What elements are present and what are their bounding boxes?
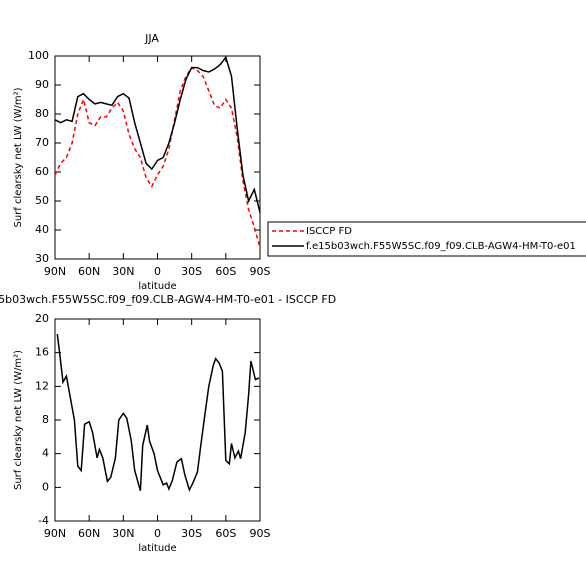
x-tick-label: 90S [250,527,271,540]
y-tick-label: 100 [28,49,49,62]
data-line [56,334,260,492]
chart-title: JJA [144,32,159,45]
y-axis-label: Surf clearsky net LW (W/m²) [13,87,24,227]
y-tick-label: 20 [35,312,49,325]
legend-box [267,221,586,257]
x-tick-label: 60N [78,527,100,540]
y-tick-label: 60 [35,165,49,178]
legend-label: ISCCP FD [306,226,352,237]
plot-frame [54,55,261,260]
y-tick-label: -4 [38,514,49,527]
y-tick-label: 0 [42,480,49,493]
y-tick-label: 80 [35,107,49,120]
plot-frame [54,318,261,522]
y-tick-label: 8 [42,413,49,426]
y-tick-label: 4 [42,447,49,460]
x-tick-label: 90S [250,265,271,278]
x-tick-label: 60N [78,265,100,278]
y-tick-label: 90 [35,78,49,91]
x-tick-label: 0 [154,265,161,278]
chart-title: f.e15b03wch.F55W5SC.f09_f09.CLB-AGW4-HM-… [0,293,336,306]
x-tick-label: 90N [44,527,66,540]
data-line [54,66,261,248]
y-tick-label: 40 [35,223,49,236]
x-tick-label: 60S [215,265,236,278]
x-tick-label: 90N [44,265,66,278]
y-tick-label: 50 [35,194,49,207]
x-axis-label: latitude [138,281,176,292]
y-axis-label: Surf clearsky net LW (W/m²) [13,350,24,490]
y-tick-label: 70 [35,136,49,149]
x-tick-label: 30N [112,265,134,278]
data-line [54,55,261,213]
legend-label: f.e15b03wch.F55W5SC.f09_f09.CLB-AGW4-HM-… [306,241,576,252]
x-tick-label: 60S [215,527,236,540]
x-axis-label: latitude [138,543,176,554]
x-tick-label: 0 [154,527,161,540]
x-tick-label: 30S [181,527,202,540]
y-tick-label: 12 [35,379,49,392]
x-tick-label: 30S [181,265,202,278]
y-tick-label: 16 [35,346,49,359]
x-tick-label: 30N [112,527,134,540]
y-tick-label: 30 [35,252,49,265]
